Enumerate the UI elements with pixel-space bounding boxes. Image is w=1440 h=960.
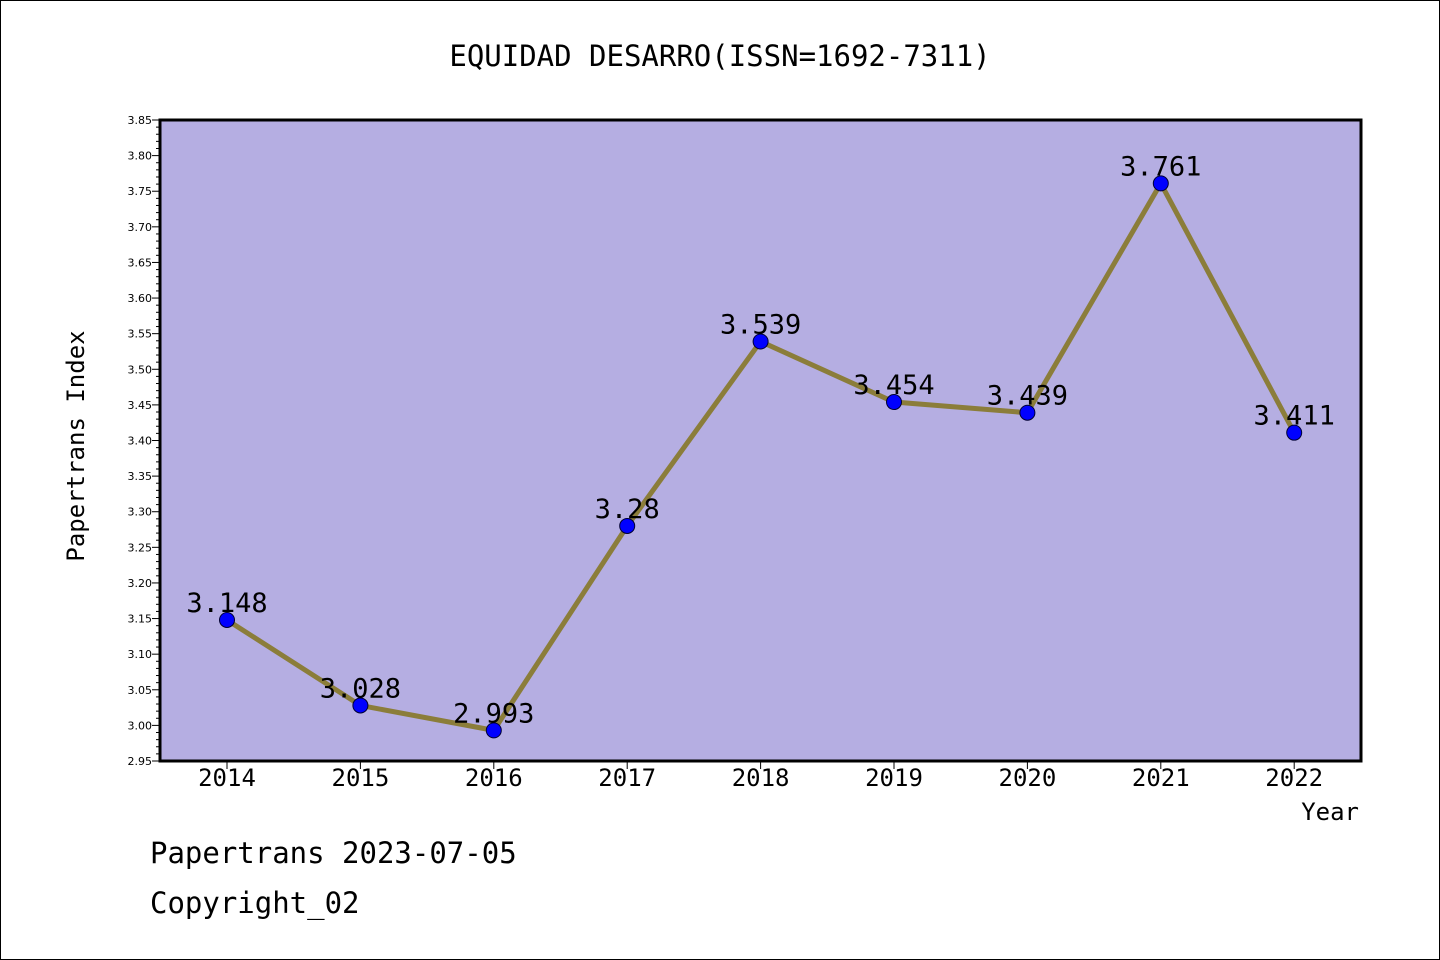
footer-date: Papertrans 2023-07-05	[150, 836, 517, 870]
data-point-marker	[619, 517, 636, 534]
data-label: 3.411	[1254, 401, 1335, 432]
x-tick-label: 2019	[865, 764, 923, 792]
data-label: 2.993	[453, 698, 534, 729]
x-tick-label: 2017	[598, 764, 656, 792]
data-point-marker	[219, 611, 235, 628]
y-tick-label: 3.85	[128, 114, 153, 127]
y-tick-label: 3.70	[128, 221, 153, 234]
x-tick-label: 2015	[332, 764, 390, 792]
y-tick-label: 3.30	[128, 506, 153, 519]
y-tick-label: 3.10	[128, 648, 153, 661]
y-tick-label: 3.60	[128, 292, 153, 305]
data-labels: 3.148 3.028 2.993 3.28 3.539 3.454 3.439 3.761 3…	[186, 151, 1334, 729]
data-label: 3.148	[186, 588, 267, 619]
footer-copyright: Copyright_02	[150, 886, 360, 920]
x-tick-label: 2014	[198, 764, 256, 792]
y-tick-label: 3.20	[128, 577, 153, 590]
plot-area	[158, 118, 1363, 763]
data-point-marker	[886, 394, 902, 411]
y-tick-label: 3.80	[128, 150, 153, 163]
data-point-marker	[752, 333, 769, 350]
y-tick-label: 3.55	[128, 328, 153, 341]
data-point-marker	[352, 697, 369, 714]
y-axis-label: Papertrans Index	[62, 330, 90, 561]
data-point-marker	[1286, 424, 1303, 441]
data-point-marker	[1152, 175, 1169, 192]
y-tick-label: 3.00	[128, 719, 153, 732]
data-label: 3.028	[320, 673, 401, 704]
y-axis: 2.95 3.00 3.05 3.10 3.15 3.20 3.25 3.30 3.35 3.40…	[128, 114, 160, 768]
chart-title: EQUIDAD DESARRO(ISSN=1692-7311)	[449, 39, 990, 73]
y-tick-label: 3.25	[128, 541, 153, 554]
y-tick-label: 3.05	[128, 684, 153, 697]
x-tick-label: 2021	[1132, 764, 1190, 792]
x-tick-label: 2022	[1265, 764, 1323, 792]
x-axis: 2014 2015 2016 2017 2018 2019 2020 2021 2022	[198, 761, 1323, 792]
x-tick-label: 2020	[999, 764, 1057, 792]
data-label: 3.439	[987, 381, 1068, 412]
data-label: 3.539	[720, 310, 801, 341]
y-tick-label: 3.75	[128, 185, 153, 198]
y-tick-label: 3.50	[128, 363, 153, 376]
x-tick-label: 2018	[732, 764, 790, 792]
y-tick-label: 3.45	[128, 399, 153, 412]
y-tick-label: 3.15	[128, 613, 153, 626]
data-point-marker	[1019, 404, 1036, 421]
y-tick-label: 3.40	[128, 435, 153, 448]
y-tick-label: 2.95	[128, 755, 153, 768]
data-point-marker	[485, 722, 502, 739]
series-line-group	[219, 175, 1303, 739]
data-label: 3.28	[595, 494, 660, 525]
y-tick-label: 3.35	[128, 470, 153, 483]
x-tick-label: 2016	[465, 764, 523, 792]
data-label: 3.761	[1120, 151, 1201, 182]
y-tick-label: 3.65	[128, 256, 153, 269]
data-label: 3.454	[853, 370, 934, 401]
x-axis-label: Year	[1301, 798, 1359, 826]
